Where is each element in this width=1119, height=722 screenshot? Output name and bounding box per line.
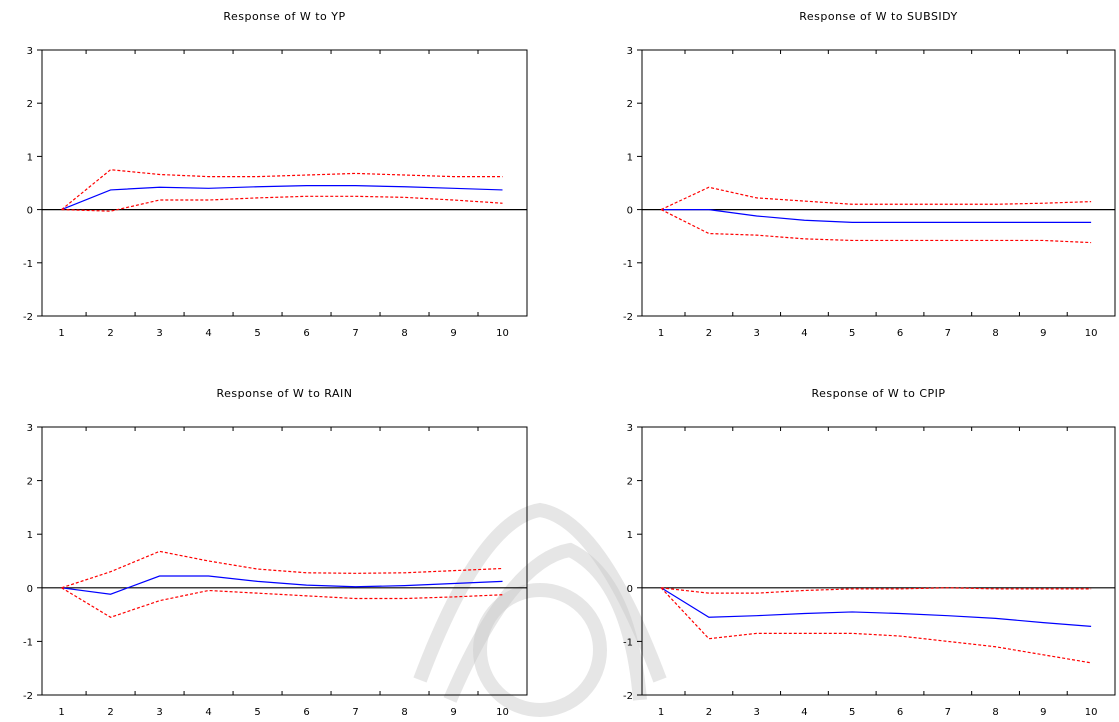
y-tick-label-rain: 2	[27, 477, 33, 488]
y-tick-label-subsidy: -2	[623, 312, 633, 323]
x-tick-label-subsidy: 9	[1040, 328, 1046, 339]
x-tick-label-subsidy: 6	[897, 328, 903, 339]
x-tick-label-rain: 3	[156, 707, 162, 718]
chart-subsidy: Response of W to SUBSIDY -2 -1 0 1 2 3 1 2 3 4 5 6 7 8…	[623, 10, 1116, 339]
x-tick-label-subsidy: 4	[801, 328, 807, 339]
x-tick-label-subsidy: 8	[992, 328, 998, 339]
y-tick-label-cpip: 3	[627, 423, 633, 434]
x-tick-label-cpip: 10	[1085, 707, 1098, 718]
series-lower-cpip	[660, 587, 1092, 664]
y-tick-label-cpip: -1	[623, 637, 633, 648]
y-tick-label-cpip: 1	[627, 530, 633, 541]
x-tick-label-subsidy: 2	[706, 328, 712, 339]
x-tick-label-subsidy: 7	[945, 328, 951, 339]
x-tick-label-cpip: 1	[658, 707, 664, 718]
series-lower-rain	[61, 587, 503, 618]
x-tick-label-yp: 3	[156, 328, 162, 339]
plot-frame-cpip	[641, 426, 1116, 696]
x-tick-label-rain: 5	[254, 707, 260, 718]
x-tick-label-cpip: 9	[1040, 707, 1046, 718]
x-tick-label-yp: 7	[352, 328, 358, 339]
x-tick-label-cpip: 3	[753, 707, 759, 718]
y-tick-label-yp: -2	[23, 312, 33, 323]
y-tick-label-rain: 3	[27, 423, 33, 434]
y-tick-label-yp: 3	[27, 46, 33, 57]
chart-title-rain: Response of W to RAIN	[216, 387, 352, 400]
y-tick-label-subsidy: 3	[627, 46, 633, 57]
x-tick-label-rain: 10	[496, 707, 509, 718]
chart-rain: Response of W to RAIN -2 -1 0 1 2 3 1 2 3 4 5 6 7 8 9 10	[23, 387, 528, 718]
chart-yp: Response of W to YP -2 -1 0 1 2 3 1 2 3 4 5 6 7 8 9 10	[23, 10, 528, 339]
x-tick-label-subsidy: 10	[1085, 328, 1098, 339]
x-tick-label-rain: 2	[107, 707, 113, 718]
y-tick-label-rain: -2	[23, 691, 33, 702]
x-tick-label-cpip: 6	[897, 707, 903, 718]
x-tick-label-cpip: 5	[849, 707, 855, 718]
series-response-subsidy	[661, 209, 1092, 223]
x-tick-label-cpip: 2	[706, 707, 712, 718]
y-tick-label-subsidy: -1	[623, 259, 633, 270]
x-tick-label-subsidy: 5	[849, 328, 855, 339]
series-response-yp	[61, 185, 503, 211]
series-upper-yp	[61, 169, 503, 211]
y-tick-label-yp: 1	[27, 152, 33, 163]
x-tick-label-yp: 9	[450, 328, 456, 339]
series-lower-yp	[61, 195, 503, 212]
y-tick-label-cpip: -2	[623, 691, 633, 702]
x-tick-label-cpip: 4	[801, 707, 807, 718]
chart-title-yp: Response of W to YP	[223, 10, 345, 23]
chart-title-cpip: Response of W to CPIP	[811, 387, 945, 400]
series-response-cpip	[660, 587, 1092, 627]
x-tick-label-yp: 10	[496, 328, 509, 339]
x-tick-label-yp: 6	[303, 328, 309, 339]
series-lower-subsidy	[660, 209, 1092, 244]
chart-cpip: Response of W to CPIP -2 -1 0 1 2 3 1 2 3 4 5 6 7 8 9 10	[623, 387, 1116, 718]
x-tick-label-yp: 4	[205, 328, 211, 339]
plot-frame-yp	[41, 49, 528, 317]
watermark-emblem	[413, 502, 667, 717]
y-tick-label-subsidy: 1	[627, 152, 633, 163]
series-upper-rain	[61, 550, 503, 589]
y-tick-label-cpip: 2	[627, 477, 633, 488]
x-tick-label-subsidy: 1	[658, 328, 664, 339]
x-tick-label-rain: 6	[303, 707, 309, 718]
x-tick-label-yp: 1	[58, 328, 64, 339]
x-tick-label-cpip: 8	[992, 707, 998, 718]
x-tick-label-yp: 2	[107, 328, 113, 339]
y-tick-label-subsidy: 2	[627, 99, 633, 110]
y-tick-label-subsidy: 0	[627, 206, 633, 217]
y-tick-label-yp: 2	[27, 99, 33, 110]
plot-frame-rain	[41, 426, 528, 696]
x-tick-label-subsidy: 3	[753, 328, 759, 339]
series-upper-subsidy	[660, 186, 1092, 211]
x-tick-label-rain: 1	[58, 707, 64, 718]
x-tick-label-rain: 4	[205, 707, 211, 718]
x-tick-label-yp: 5	[254, 328, 260, 339]
x-tick-label-rain: 8	[401, 707, 407, 718]
y-tick-label-rain: -1	[23, 637, 33, 648]
series-response-rain	[61, 575, 503, 595]
x-tick-label-rain: 9	[450, 707, 456, 718]
series-upper-cpip	[661, 587, 1092, 594]
y-tick-label-yp: -1	[23, 259, 33, 270]
y-tick-label-rain: 0	[27, 584, 33, 595]
y-tick-label-rain: 1	[27, 530, 33, 541]
x-tick-label-yp: 8	[401, 328, 407, 339]
y-tick-label-yp: 0	[27, 206, 33, 217]
x-tick-label-cpip: 7	[945, 707, 951, 718]
x-tick-label-rain: 7	[352, 707, 358, 718]
chart-title-subsidy: Response of W to SUBSIDY	[799, 10, 958, 23]
y-tick-label-cpip: 0	[627, 584, 633, 595]
plot-frame-subsidy	[641, 49, 1116, 317]
